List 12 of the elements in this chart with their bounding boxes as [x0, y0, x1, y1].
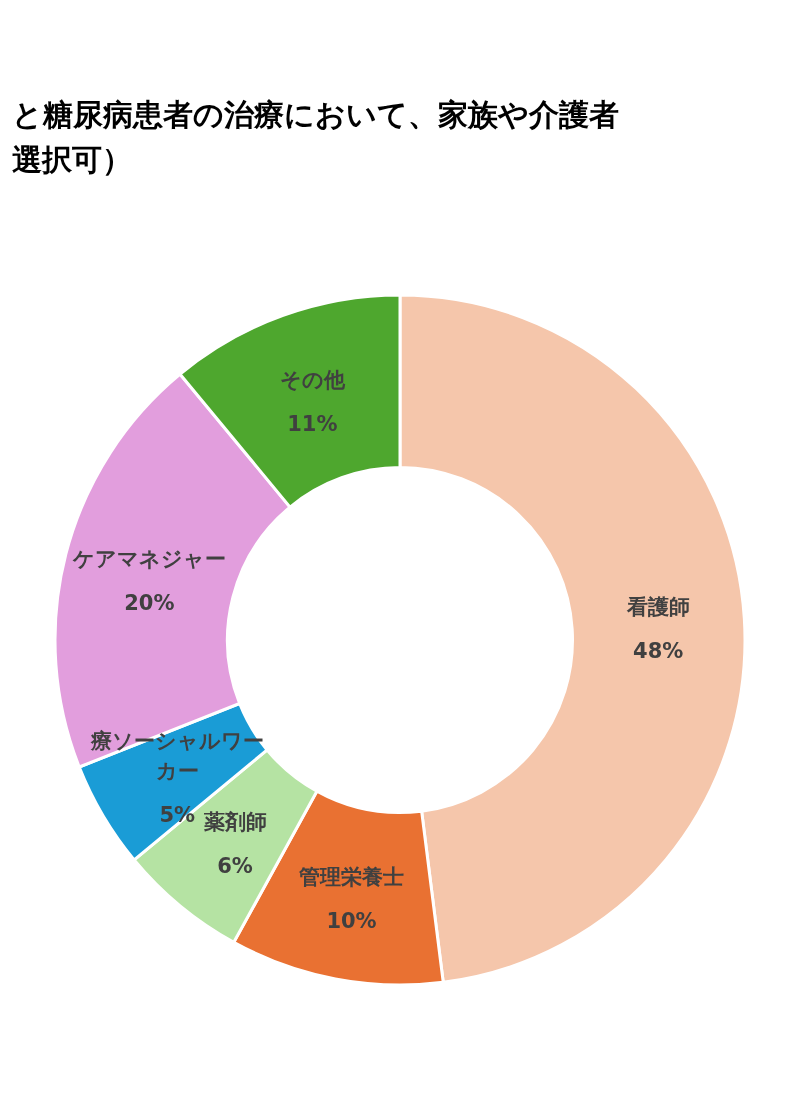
- data-label: 20%: [124, 590, 175, 615]
- slice-label: 看護師: [625, 594, 690, 619]
- chart-title: と糖尿病患者の治療において、家族や介護者: [12, 97, 619, 132]
- slice-label: 管理栄養士: [298, 865, 405, 890]
- slice-label: ケアマネジャー: [71, 546, 226, 571]
- chart-subtitle: 選択可）: [12, 142, 132, 177]
- slice-label: 薬剤師: [202, 810, 267, 835]
- slice-label: その他: [279, 367, 346, 392]
- data-label: 10%: [326, 909, 377, 934]
- data-label: 6%: [217, 854, 253, 879]
- data-label: 48%: [633, 638, 684, 663]
- data-label: 11%: [287, 411, 338, 436]
